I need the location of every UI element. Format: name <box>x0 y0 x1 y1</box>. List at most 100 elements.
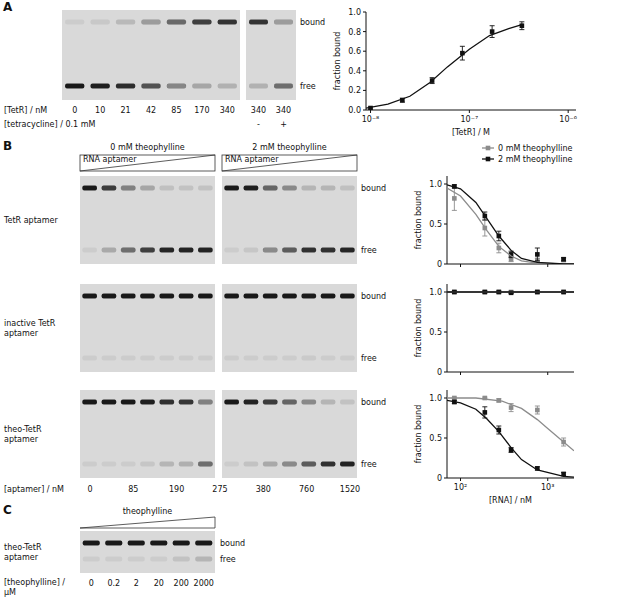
error-bar <box>535 406 540 414</box>
y-tick <box>363 12 366 13</box>
gel-band <box>321 356 336 361</box>
free-label: free <box>361 460 377 469</box>
gel-band <box>263 294 278 299</box>
error-cap <box>535 414 540 415</box>
label-line: aptamer <box>4 553 39 562</box>
gel-band <box>198 186 213 191</box>
panel-letter: C <box>3 503 12 517</box>
error-cap <box>561 438 566 439</box>
x-axis <box>447 372 574 373</box>
gel-band <box>274 20 293 25</box>
gel-band <box>244 356 259 361</box>
gel-band <box>140 356 155 361</box>
legend-marker <box>486 146 491 151</box>
gel-band <box>121 248 136 253</box>
gel-band <box>159 400 174 405</box>
row-label: theo-TetRaptamer <box>4 543 42 562</box>
lane-label: 340 <box>251 106 266 115</box>
data-point <box>509 405 514 410</box>
error-cap <box>496 252 501 253</box>
y-tick <box>444 398 447 399</box>
row-label: theo-TetRaptamer <box>4 425 42 444</box>
fit-line <box>447 291 574 292</box>
error-cap <box>460 46 465 47</box>
fit-line <box>447 398 574 451</box>
gel-band <box>224 248 239 253</box>
gel-band <box>340 400 355 405</box>
lane-label: 10 <box>95 106 105 115</box>
gel-band <box>141 20 160 25</box>
gel-band <box>173 557 190 562</box>
gel-band <box>282 248 297 253</box>
gel-band <box>321 186 336 191</box>
gel-band <box>159 462 174 467</box>
x-tick-label: 10³ <box>541 483 554 492</box>
y-tick <box>444 264 447 265</box>
gel-band <box>105 557 122 562</box>
error-cap <box>490 37 495 38</box>
lane-label: 2 <box>134 579 139 588</box>
lane-label: 0 <box>72 106 77 115</box>
y-tick-label: 0 <box>437 368 442 377</box>
lane-label: 20 <box>154 579 164 588</box>
condition-header: 0 mM theophylline <box>110 143 185 152</box>
error-cap <box>509 411 514 412</box>
gel-band <box>249 20 268 25</box>
gel-band <box>140 400 155 405</box>
error-cap <box>430 83 435 84</box>
gel-band <box>198 248 213 253</box>
y-tick <box>444 292 447 293</box>
label-line: inactive TetR <box>4 319 56 328</box>
x-tick <box>469 110 470 113</box>
gel-band <box>90 20 109 25</box>
free-label: free <box>361 246 377 255</box>
error-bar <box>561 472 566 475</box>
gel-band <box>244 186 259 191</box>
legend-marker <box>486 157 491 162</box>
y-tick-label: 0.6 <box>348 47 361 56</box>
gel-band <box>102 356 117 361</box>
lane-label: 200 <box>174 579 189 588</box>
gel-band <box>65 84 84 89</box>
error-cap <box>482 220 487 221</box>
y-tick <box>444 332 447 333</box>
plot-area <box>447 184 574 264</box>
free-label: free <box>300 82 316 91</box>
gel-band <box>263 248 278 253</box>
error-cap <box>535 406 540 407</box>
lane-label: 21 <box>120 106 130 115</box>
y-tick <box>444 184 447 185</box>
gel <box>80 176 215 264</box>
data-point <box>535 408 540 413</box>
gel-band <box>218 20 237 25</box>
gel-band <box>301 400 316 405</box>
y-tick-label: 0.5 <box>429 434 442 443</box>
wedge-box <box>80 155 215 171</box>
gel-band <box>90 84 109 89</box>
error-bar <box>535 248 540 261</box>
data-point <box>561 258 566 263</box>
chart: 00.51.0fraction bound <box>414 284 574 377</box>
label-line: theo-TetR <box>4 543 42 552</box>
gel-band <box>159 294 174 299</box>
gel <box>222 176 357 264</box>
x-tick <box>460 478 461 481</box>
gel-band <box>301 356 316 361</box>
chart: 00.51.010²10³fraction bound[RNA] / nM <box>414 390 574 505</box>
gel-band <box>121 400 136 405</box>
gel-band <box>83 541 100 546</box>
y-tick-label: 1.0 <box>429 394 442 403</box>
gel-band <box>167 20 186 25</box>
y-tick-label: 0.4 <box>348 67 361 76</box>
fit-line <box>447 291 574 292</box>
titrant-label: theophylline <box>123 507 173 516</box>
gel-band <box>179 248 194 253</box>
gel <box>246 10 296 100</box>
gel-band <box>102 186 117 191</box>
wedge <box>80 517 215 528</box>
gel-band <box>301 294 316 299</box>
gel-band <box>102 462 117 467</box>
y-axis <box>447 390 448 478</box>
lane-label: 190 <box>169 485 184 494</box>
gel-band <box>121 462 136 467</box>
